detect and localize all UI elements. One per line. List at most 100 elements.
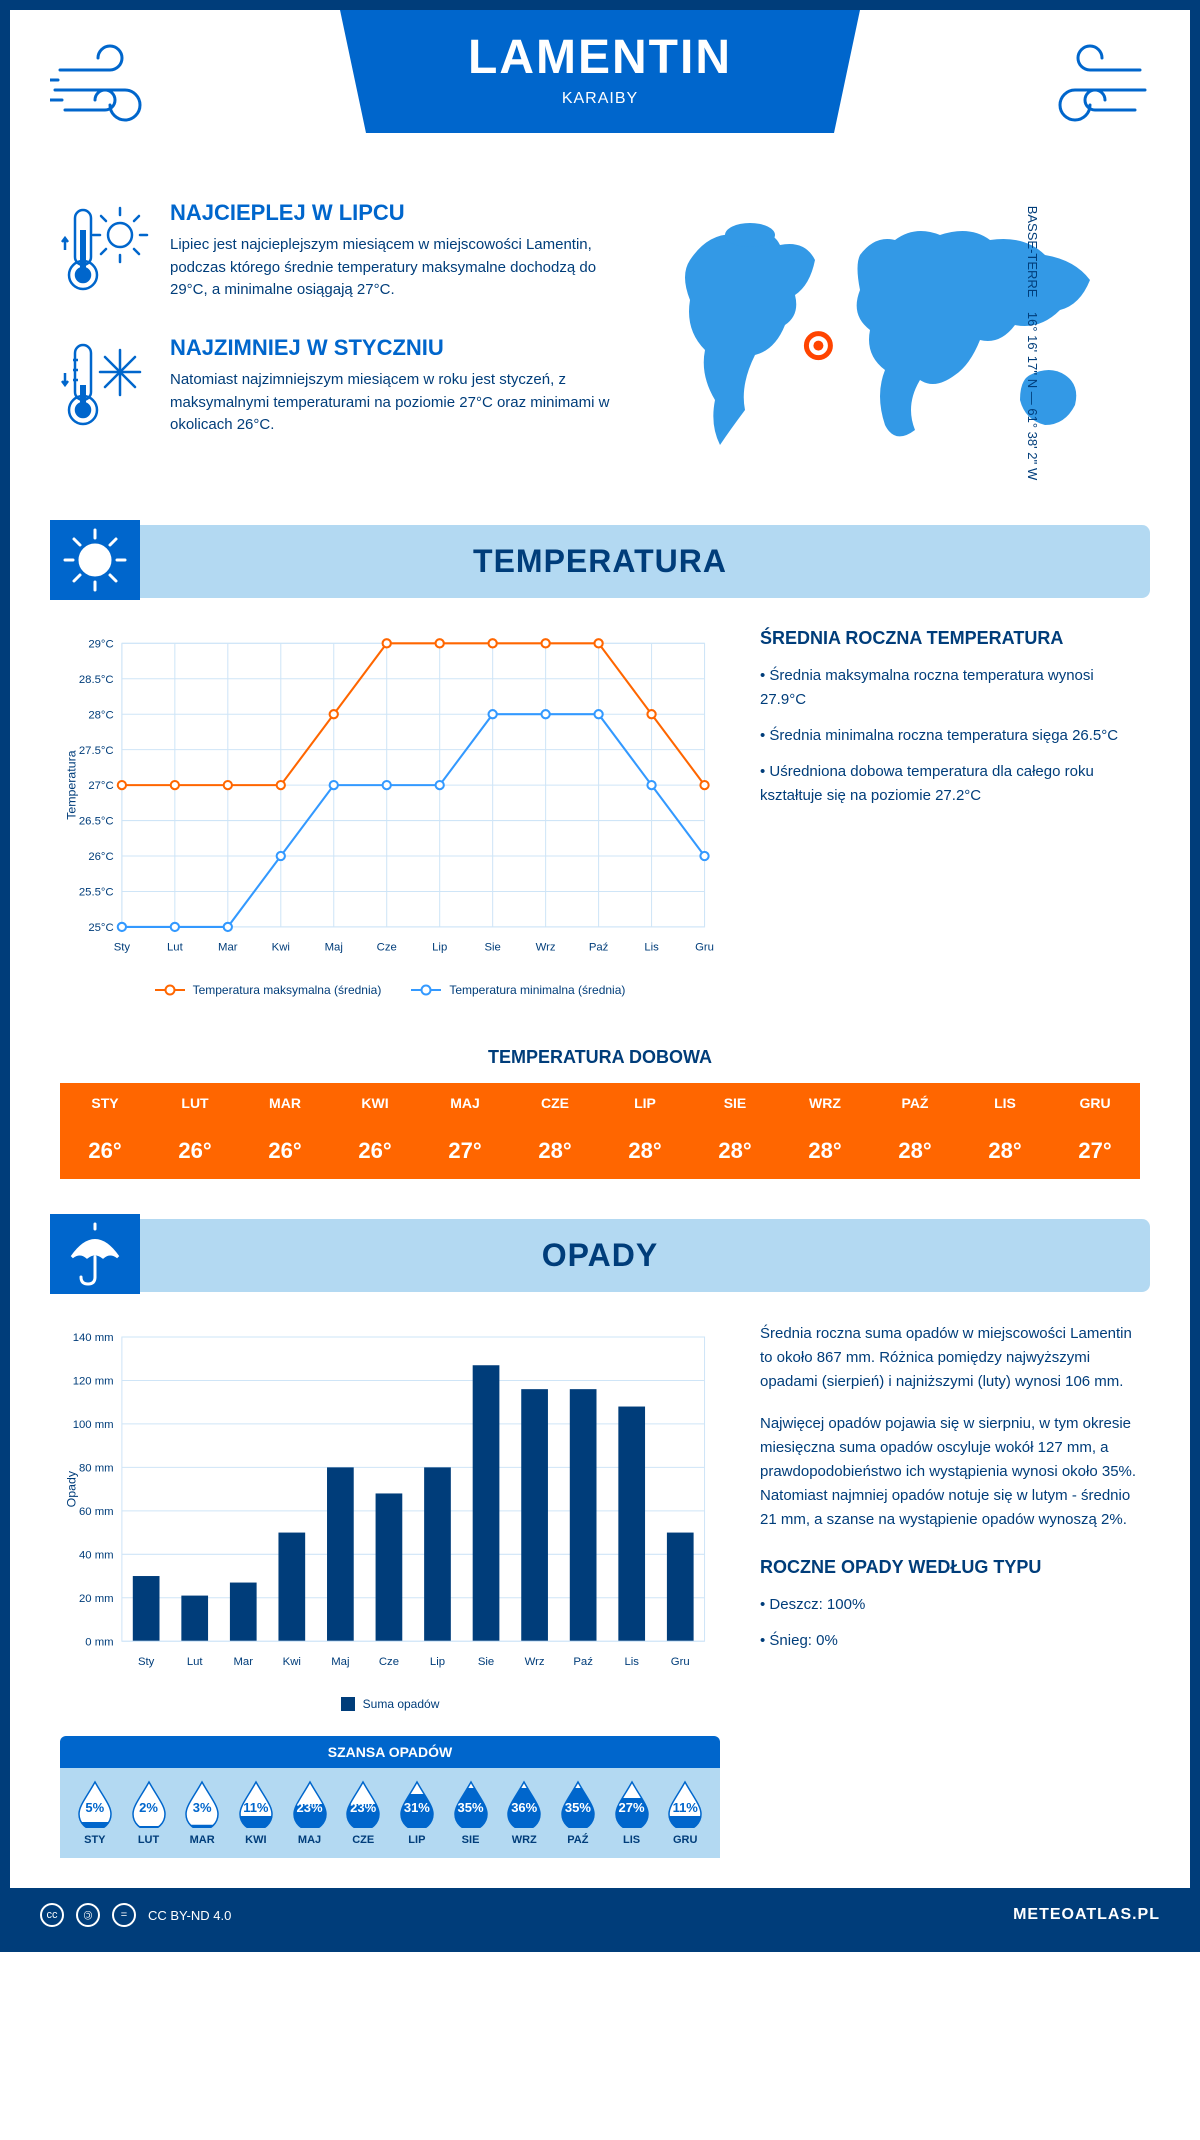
svg-text:40 mm: 40 mm (79, 1549, 114, 1561)
warmest-text: Lipiec jest najcieplejszym miesiącem w m… (170, 234, 620, 302)
wind-icon (50, 40, 170, 135)
nd-icon: = (112, 1903, 136, 1927)
svg-text:27°C: 27°C (88, 780, 113, 792)
chance-value: 35% (565, 1800, 591, 1815)
svg-text:60 mm: 60 mm (79, 1506, 114, 1518)
temp-info-bullet: • Średnia minimalna roczna temperatura s… (760, 724, 1140, 748)
by-icon: 🄯 (76, 1903, 100, 1927)
coordinates: BASSE-TERRE 16° 16' 17'' N — 61° 38' 2''… (1025, 205, 1040, 480)
chance-month: WRZ (497, 1834, 551, 1846)
precip-type-bullet: • Śnieg: 0% (760, 1629, 1140, 1653)
precip-legend-label: Suma opadów (363, 1697, 440, 1711)
svg-text:140 mm: 140 mm (73, 1332, 114, 1344)
daily-temp-table: STYLUTMARKWIMAJCZELIPSIEWRZPAŹLISGRU 26°… (60, 1083, 1140, 1179)
svg-text:Opady: Opady (64, 1470, 78, 1507)
chance-month: LUT (122, 1834, 176, 1846)
coldest-text: Natomiast najzimniejszym miesiącem w rok… (170, 369, 620, 437)
svg-text:Cze: Cze (379, 1656, 399, 1668)
daily-temp-value: 28° (780, 1123, 870, 1179)
chance-month: LIP (390, 1834, 444, 1846)
svg-text:Kwi: Kwi (272, 942, 290, 954)
chance-value: 11% (673, 1800, 698, 1815)
chance-table: SZANSA OPADÓW 5% STY (60, 1736, 720, 1858)
precipitation-bar-chart: 0 mm20 mm40 mm60 mm80 mm100 mm120 mm140 … (60, 1322, 720, 1682)
daily-temp-month: SIE (690, 1083, 780, 1123)
svg-text:Kwi: Kwi (283, 1656, 301, 1668)
site-name: METEOATLAS.PL (1013, 1906, 1160, 1924)
precip-type-bullet: • Deszcz: 100% (760, 1593, 1140, 1617)
chance-cell: 2% LUT (122, 1780, 176, 1846)
svg-text:25.5°C: 25.5°C (79, 887, 114, 899)
legend-item: Temperatura minimalna (średnia) (411, 983, 625, 997)
chance-cell: 23% CZE (336, 1780, 390, 1846)
daily-temp-month: KWI (330, 1083, 420, 1123)
chance-value: 36% (511, 1800, 537, 1815)
daily-temp-value: 27° (1050, 1123, 1140, 1179)
temp-info-bullet: • Średnia maksymalna roczna temperatura … (760, 664, 1140, 712)
svg-text:Lip: Lip (432, 942, 447, 954)
chance-month: CZE (336, 1834, 390, 1846)
coords-value: 16° 16' 17'' N — 61° 38' 2'' W (1025, 311, 1040, 479)
chance-cell: 5% STY (68, 1780, 122, 1846)
thermometer-hot-icon (60, 200, 150, 305)
precip-paragraph: Najwięcej opadów pojawia się w sierpniu,… (760, 1412, 1140, 1532)
daily-temp-month: PAŹ (870, 1083, 960, 1123)
daily-temp-month: MAR (240, 1083, 330, 1123)
svg-text:26°C: 26°C (88, 851, 113, 863)
chance-cell: 11% GRU (658, 1780, 712, 1846)
daily-temp-value: 26° (330, 1123, 420, 1179)
thermometer-cold-icon (60, 335, 150, 440)
svg-text:Paź: Paź (589, 942, 609, 954)
chance-cell: 35% PAŹ (551, 1780, 605, 1846)
svg-text:Cze: Cze (377, 942, 397, 954)
svg-text:29°C: 29°C (88, 638, 113, 650)
svg-text:Sty: Sty (138, 1656, 155, 1668)
svg-text:Gru: Gru (695, 942, 714, 954)
daily-temp-month: STY (60, 1083, 150, 1123)
coords-region: BASSE-TERRE (1025, 205, 1040, 297)
daily-temp-value: 28° (870, 1123, 960, 1179)
chance-cell: 3% MAR (175, 1780, 229, 1846)
daily-temp-value: 28° (600, 1123, 690, 1179)
wind-icon (1030, 40, 1150, 135)
svg-text:25°C: 25°C (88, 922, 113, 934)
intro-section: NAJCIEPLEJ W LIPCU Lipiec jest najcieple… (10, 180, 1190, 525)
precipitation-title: OPADY (50, 1237, 1150, 1274)
temp-info-bullet: • Uśredniona dobowa temperatura dla całe… (760, 760, 1140, 808)
footer: cc 🄯 = CC BY-ND 4.0 METEOATLAS.PL (10, 1888, 1190, 1942)
chance-cell: 11% KWI (229, 1780, 283, 1846)
svg-text:120 mm: 120 mm (73, 1376, 114, 1388)
svg-text:Wrz: Wrz (536, 942, 556, 954)
temperature-line-chart: 25°C25.5°C26°C26.5°C27°C27.5°C28°C28.5°C… (60, 628, 720, 997)
svg-text:28.5°C: 28.5°C (79, 674, 114, 686)
precipitation-info: Średnia roczna suma opadów w miejscowośc… (760, 1322, 1140, 1858)
chance-cell: 36% WRZ (497, 1780, 551, 1846)
chance-value: 31% (404, 1800, 430, 1815)
chance-cell: 35% SIE (444, 1780, 498, 1846)
svg-text:20 mm: 20 mm (79, 1593, 114, 1605)
chance-value: 3% (193, 1800, 212, 1815)
page-title: LAMENTIN (340, 30, 860, 85)
chance-value: 5% (85, 1800, 104, 1815)
daily-temp-month: CZE (510, 1083, 600, 1123)
chance-month: SIE (444, 1834, 498, 1846)
daily-temp-title: TEMPERATURA DOBOWA (10, 1047, 1190, 1068)
precipitation-section-band: OPADY (50, 1219, 1150, 1292)
chance-cell: 27% LIS (605, 1780, 659, 1846)
svg-text:80 mm: 80 mm (79, 1463, 114, 1475)
daily-temp-month: LIP (600, 1083, 690, 1123)
svg-text:Mar: Mar (218, 942, 238, 954)
chance-value: 23% (350, 1800, 376, 1815)
header: LAMENTIN KARAIBY (10, 10, 1190, 180)
chance-cell: 31% LIP (390, 1780, 444, 1846)
temperature-info: ŚREDNIA ROCZNA TEMPERATURA • Średnia mak… (760, 628, 1140, 997)
daily-temp-month: LIS (960, 1083, 1050, 1123)
license-text: CC BY-ND 4.0 (148, 1908, 231, 1923)
warmest-heading: NAJCIEPLEJ W LIPCU (170, 200, 620, 226)
coldest-heading: NAJZIMNIEJ W STYCZNIU (170, 335, 620, 361)
svg-text:Lis: Lis (624, 1656, 639, 1668)
svg-text:100 mm: 100 mm (73, 1419, 114, 1431)
svg-text:Maj: Maj (325, 942, 343, 954)
chance-month: MAJ (283, 1834, 337, 1846)
svg-text:Lis: Lis (644, 942, 659, 954)
